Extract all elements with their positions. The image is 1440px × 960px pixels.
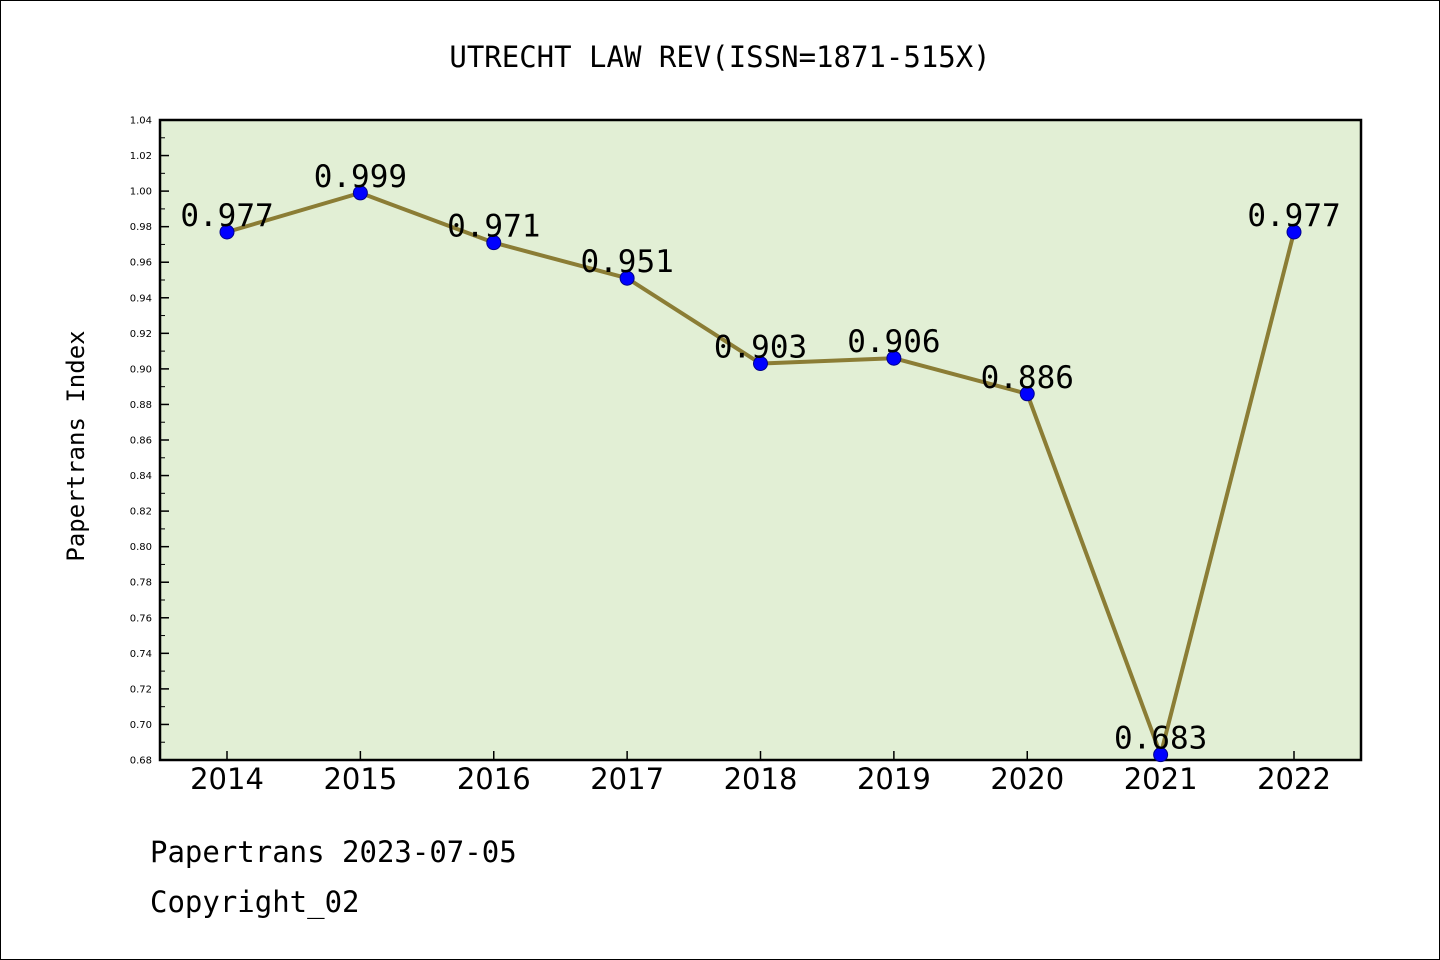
data-point xyxy=(219,224,235,240)
y-tick-label: 0.74 xyxy=(130,649,152,660)
y-axis: 0.68 0.70 0.72 0.74 0.76 0.78 0.80 0.82 0.84 0.86… xyxy=(130,116,169,767)
y-tick-label: 0.70 xyxy=(130,720,152,731)
x-tick-label: 2022 xyxy=(1257,762,1331,796)
y-tick-label: 0.68 xyxy=(130,756,152,767)
x-tick-label: 2017 xyxy=(590,762,664,796)
chart-title: UTRECHT LAW REV(ISSN=1871-515X) xyxy=(449,40,990,74)
data-label: 0.683 xyxy=(1114,721,1207,757)
data-label: 0.903 xyxy=(714,330,807,366)
footer-copyright: Copyright_02 xyxy=(150,885,360,919)
y-tick-label: 0.72 xyxy=(130,684,152,695)
y-tick-label: 0.96 xyxy=(130,258,152,269)
data-point xyxy=(886,350,902,366)
y-tick-label: 0.94 xyxy=(130,293,152,304)
x-tick-label: 2016 xyxy=(457,762,531,796)
data-point xyxy=(753,356,768,372)
data-point xyxy=(619,270,635,286)
x-tick-label: 2014 xyxy=(190,762,264,796)
plot-area xyxy=(158,118,1363,762)
y-tick-label: 0.92 xyxy=(130,329,152,340)
y-tick-label: 1.00 xyxy=(130,187,152,198)
data-point xyxy=(1286,224,1302,240)
x-tick-label: 2020 xyxy=(990,762,1064,796)
y-tick-label: 1.02 xyxy=(130,151,152,162)
y-tick-label: 0.84 xyxy=(130,471,152,482)
y-tick-label: 0.86 xyxy=(130,436,152,447)
x-tick-label: 2021 xyxy=(1124,762,1198,796)
x-tick-label: 2019 xyxy=(857,762,931,796)
data-point xyxy=(352,185,368,201)
data-point xyxy=(486,235,502,251)
y-tick-label: 0.78 xyxy=(130,578,152,589)
series-layer: 0.977 0.999 0.971 0.951 0.903 0.906 0.886 0.683… xyxy=(180,159,1341,763)
y-tick-label: 0.88 xyxy=(130,400,152,411)
data-label: 0.977 xyxy=(180,198,273,234)
y-tick-label: 0.76 xyxy=(130,613,152,624)
data-label: 0.999 xyxy=(314,159,407,195)
footer-date: Papertrans 2023-07-05 xyxy=(150,835,517,869)
y-tick-label: 0.98 xyxy=(130,222,152,233)
y-tick-label: 0.82 xyxy=(130,507,152,518)
x-tick-label: 2015 xyxy=(323,762,397,796)
x-axis: 2014 2015 2016 2017 2018 2019 2020 2021 2022 xyxy=(190,751,1331,796)
data-label: 0.971 xyxy=(447,209,540,245)
data-label: 0.886 xyxy=(981,360,1074,396)
data-point xyxy=(1019,386,1035,402)
data-label: 0.906 xyxy=(847,324,940,360)
data-point xyxy=(1153,747,1169,763)
x-tick-label: 2018 xyxy=(724,762,798,796)
y-axis-label: Papertrans Index xyxy=(62,330,90,561)
y-tick-label: 1.04 xyxy=(130,116,152,127)
data-label: 0.977 xyxy=(1247,198,1340,234)
y-tick-label: 0.90 xyxy=(130,364,152,375)
y-tick-label: 0.80 xyxy=(130,542,152,553)
data-label: 0.951 xyxy=(580,244,673,280)
